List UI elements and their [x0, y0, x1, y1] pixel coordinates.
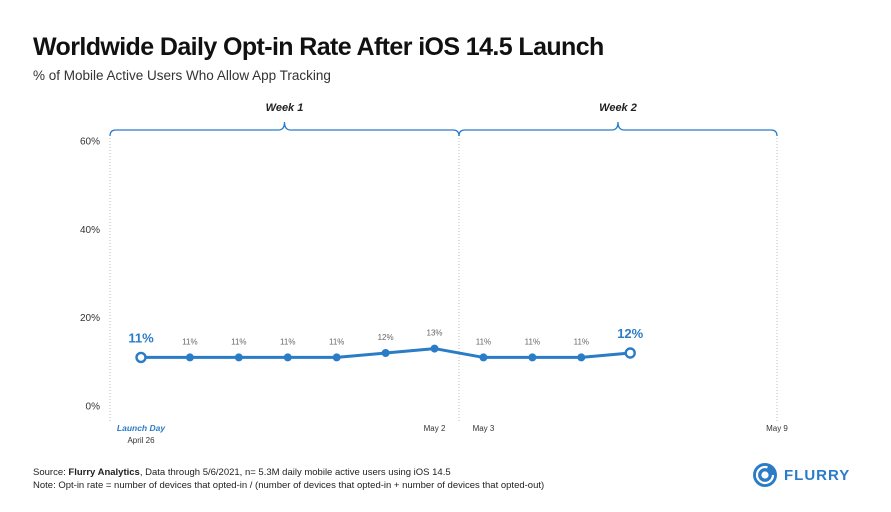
- source-name: Flurry Analytics: [68, 467, 140, 478]
- data-point: [135, 351, 147, 364]
- x-tick-sublabel: April 26: [127, 436, 155, 445]
- data-point: [528, 353, 537, 362]
- week-bracket: [458, 121, 778, 137]
- y-tick-label: 60%: [80, 137, 100, 148]
- chart-title: Worldwide Daily Opt-in Rate After iOS 14…: [33, 33, 604, 61]
- week-bracket: [109, 121, 460, 137]
- data-label: 11%: [128, 330, 154, 345]
- data-label: 11%: [280, 337, 295, 346]
- data-point: [234, 353, 243, 362]
- note-line: Note: Opt-in rate = number of devices th…: [33, 480, 545, 491]
- x-tick-label: May 2: [424, 424, 446, 433]
- flurry-logo-icon: [753, 463, 777, 487]
- week-label: Week 2: [599, 102, 637, 114]
- source-line: Source: Flurry Analytics, Data through 5…: [33, 467, 451, 478]
- chart-subtitle: % of Mobile Active Users Who Allow App T…: [33, 68, 331, 83]
- data-label: 11%: [329, 337, 344, 346]
- data-label: 13%: [427, 329, 443, 338]
- y-tick-label: 20%: [80, 313, 100, 324]
- data-label: 11%: [476, 337, 491, 346]
- flurry-logo-text: FLURRY: [784, 466, 851, 484]
- data-point: [332, 353, 341, 362]
- data-point: [381, 349, 390, 357]
- x-tick-label: May 3: [473, 424, 495, 433]
- data-label: 11%: [231, 337, 246, 346]
- y-tick-label: 0%: [86, 402, 101, 413]
- data-label: 11%: [525, 337, 540, 346]
- data-label: 11%: [182, 337, 197, 346]
- data-point: [479, 353, 488, 362]
- y-tick-label: 40%: [80, 225, 100, 236]
- x-tick-label: Launch Day: [117, 423, 166, 433]
- data-point: [430, 344, 439, 353]
- footer: Source: Flurry Analytics, Data through 5…: [33, 466, 544, 492]
- x-tick-label: May 9: [766, 424, 788, 433]
- data-label: 12%: [378, 333, 394, 342]
- week-label: Week 1: [266, 102, 304, 114]
- data-point: [624, 347, 636, 359]
- data-label: 11%: [574, 337, 589, 346]
- data-point: [283, 353, 292, 362]
- data-point: [185, 353, 194, 362]
- data-label: 12%: [617, 326, 643, 341]
- data-point: [577, 353, 586, 362]
- flurry-logo: FLURRY: [752, 462, 850, 488]
